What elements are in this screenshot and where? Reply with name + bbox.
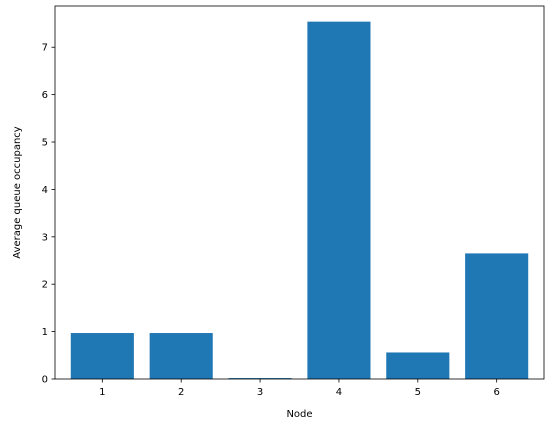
y-tick-label: 2 — [42, 280, 48, 291]
x-tick-label: 2 — [178, 387, 184, 398]
y-tick-label: 4 — [42, 185, 48, 196]
y-axis-ticks: 0 1 2 3 4 5 6 7 — [42, 43, 55, 386]
x-axis-label: Node — [286, 409, 312, 420]
x-tick-label: 1 — [99, 387, 105, 398]
y-tick-label: 0 — [42, 375, 48, 386]
y-axis-label: Average queue occupancy — [12, 126, 23, 259]
bar-node-4 — [307, 21, 371, 379]
bar-node-2 — [149, 333, 213, 379]
bar-node-5 — [386, 352, 450, 379]
bar-node-6 — [465, 253, 529, 379]
x-tick-label: 5 — [415, 387, 421, 398]
y-tick-label: 7 — [42, 43, 48, 54]
x-tick-label: 6 — [493, 387, 499, 398]
bar-node-3 — [228, 378, 292, 379]
plot-area: 1 2 3 4 5 6 0 1 2 3 4 5 6 7 — [42, 5, 545, 398]
bar-node-1 — [70, 333, 134, 379]
y-tick-label: 6 — [42, 90, 48, 101]
x-tick-label: 3 — [257, 387, 263, 398]
x-tick-label: 4 — [336, 387, 342, 398]
axes-frame — [54, 5, 545, 380]
bars-group — [70, 21, 529, 379]
y-tick-label: 5 — [42, 138, 48, 149]
x-axis-ticks: 1 2 3 4 5 6 — [99, 379, 500, 398]
y-tick-label: 3 — [42, 232, 48, 243]
y-tick-label: 1 — [42, 327, 48, 338]
